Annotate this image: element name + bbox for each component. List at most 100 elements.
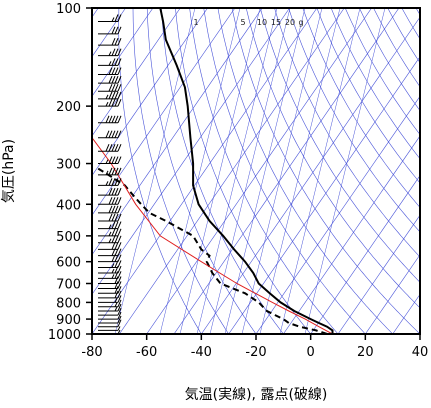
wind-barb-flag xyxy=(114,14,119,22)
wind-barb-flag xyxy=(117,205,122,214)
x-tick-label: -40 xyxy=(191,345,212,360)
wind-barb-flag xyxy=(117,14,122,22)
wind-barb-flag xyxy=(117,281,122,289)
wind-barb-flag xyxy=(114,75,119,84)
wind-barb-half xyxy=(111,263,115,268)
dry-adiabat-line xyxy=(189,8,339,334)
wind-barb-half xyxy=(108,61,112,66)
wind-barb-flag xyxy=(117,290,122,299)
isotherm-line xyxy=(201,16,420,334)
mixing-ratio-label: 5 xyxy=(240,18,245,27)
dry-adiabat-line xyxy=(288,8,420,233)
wind-barb-flag xyxy=(108,205,113,214)
wind-barb-half xyxy=(111,268,115,274)
isotherm-line xyxy=(92,8,318,334)
wind-barb-flag xyxy=(117,144,122,152)
mixing-ratio-label: 20 xyxy=(285,18,295,27)
wind-barb-flag xyxy=(111,235,116,243)
wind-barb-flag xyxy=(111,167,116,176)
wind-barb-flag xyxy=(114,281,119,289)
mixing-ratio-line xyxy=(224,8,306,334)
wind-barb-half xyxy=(108,224,112,229)
wind-barb-flag xyxy=(117,242,122,250)
isotherm-line xyxy=(283,135,420,334)
wind-barb-flag xyxy=(117,75,122,84)
y-tick-label: 400 xyxy=(56,198,81,213)
wind-barb-flag xyxy=(108,75,113,84)
wind-barb-flag xyxy=(117,307,122,316)
wind-barb-flag xyxy=(114,48,119,56)
x-tick-label: -80 xyxy=(81,345,102,360)
y-tick-label: 300 xyxy=(56,158,81,173)
isotherm-line xyxy=(365,254,420,334)
wind-barb-flag xyxy=(117,98,122,107)
wind-barb-flag xyxy=(108,197,113,205)
wind-barb-flag xyxy=(114,178,119,186)
wind-barb-flag xyxy=(114,197,119,205)
wind-barb-flag xyxy=(114,130,119,138)
wind-barb-flag xyxy=(114,242,119,250)
wind-barb-half xyxy=(111,274,115,279)
wind-barb-flag xyxy=(111,144,116,152)
isotherm-line xyxy=(119,8,345,334)
wind-barb-flag xyxy=(111,37,116,46)
wind-barb-flag xyxy=(111,242,116,250)
dry-adiabat-line xyxy=(316,8,420,184)
isotherm-line xyxy=(92,8,208,177)
wind-barb-flag xyxy=(111,187,116,196)
isotherm-line xyxy=(92,8,236,216)
wind-barb-flag xyxy=(117,130,122,138)
wind-barb-flag xyxy=(117,295,122,303)
wind-barb-flag xyxy=(117,26,122,35)
x-tick-label: 20 xyxy=(357,345,374,360)
wind-barb-flag xyxy=(111,91,116,100)
wind-barb-flag xyxy=(114,286,119,294)
wind-barb-flag xyxy=(114,221,119,229)
x-axis-label: 気温(実線), 露点(破線) xyxy=(185,387,328,403)
mixing-ratio-label: 15 xyxy=(271,18,281,27)
wind-barb-flag xyxy=(111,58,116,66)
wind-barb-flag xyxy=(117,315,122,324)
wind-barb-flag xyxy=(117,221,122,229)
isotherm-line xyxy=(228,56,420,334)
x-tick-label: 40 xyxy=(412,345,429,360)
wind-barb-flag xyxy=(108,156,113,164)
dry-adiabat-line xyxy=(203,8,366,334)
wind-barb-flag xyxy=(108,187,113,196)
wind-barb-half xyxy=(114,302,118,307)
dry-adiabat-line xyxy=(217,8,393,334)
wind-barb-flag xyxy=(108,67,113,75)
wind-barb-flag xyxy=(114,235,119,243)
dry-adiabat-line xyxy=(260,8,420,283)
wind-barbs xyxy=(98,8,122,334)
wind-barb-flag xyxy=(117,84,122,92)
wind-barb-half xyxy=(114,306,118,312)
y-tick-label: 900 xyxy=(56,313,81,328)
mixing-ratio-line xyxy=(279,8,361,334)
wind-barb-flag xyxy=(111,221,116,229)
mixing-ratio-line xyxy=(114,8,196,334)
wind-barb-flag xyxy=(115,8,116,9)
wind-barb-half xyxy=(108,231,112,237)
wind-barb-flag xyxy=(114,98,119,107)
wind-barb-half xyxy=(114,298,118,303)
wind-barb-flag xyxy=(111,178,116,186)
wind-barb-flag xyxy=(117,260,122,268)
isotherm-line xyxy=(146,8,372,334)
isotherm-line xyxy=(92,8,290,295)
wind-barb-half xyxy=(105,101,109,107)
wind-barb-flag xyxy=(114,290,119,299)
wind-barb-half xyxy=(105,181,109,186)
isotherm-line xyxy=(310,175,420,334)
x-axis: -80 -60 -40 -20 0 20 40 xyxy=(81,334,428,360)
wind-barb-flag xyxy=(117,187,122,196)
wind-barb-flag xyxy=(117,286,122,294)
wind-barb-flag xyxy=(108,130,113,138)
wind-barb-half xyxy=(105,170,109,176)
wind-barb-flag xyxy=(117,228,122,237)
wind-barb-flag xyxy=(117,265,122,274)
wind-barb-flag xyxy=(114,167,119,176)
y-tick-label: 1000 xyxy=(48,328,81,343)
mixing-ratio-line xyxy=(179,8,261,334)
wind-barb-half xyxy=(108,238,112,243)
